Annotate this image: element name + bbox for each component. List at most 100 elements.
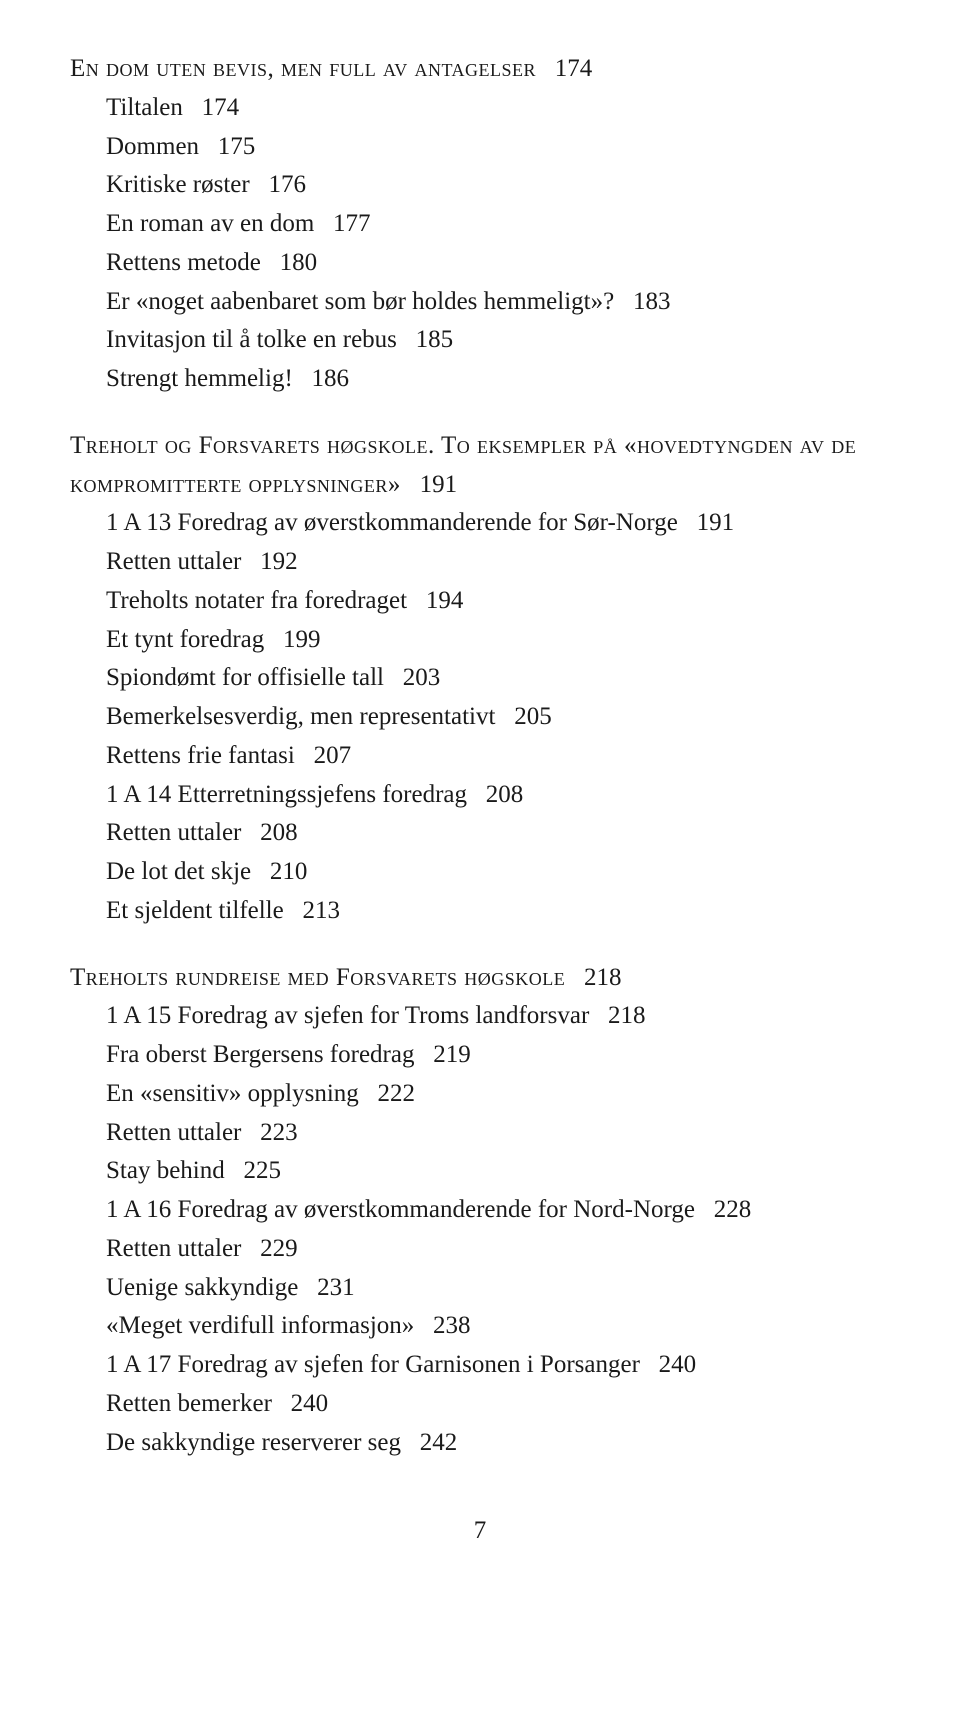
entry-text: Er «noget aabenbaret som bør holdes hemm… [106,288,614,315]
entry-text: Retten uttaler [106,548,241,575]
entry-text: Et sjeldent tilfelle [106,897,284,924]
entry-page: 240 [291,1390,329,1417]
section-heading: En dom uten bevis, men full av antagelse… [70,50,890,89]
entry-page: 240 [659,1351,697,1378]
entry-text: Retten bemerker [106,1390,272,1417]
toc-entry: En «sensitiv» opplysning 222 [106,1075,890,1114]
toc-entry: 1 A 14 Etterretningssjefens foredrag 208 [106,776,890,815]
toc-entry: De sakkyndige reserverer seg 242 [106,1424,890,1463]
entry-page: 191 [697,509,735,536]
entry-text: 1 A 16 Foredrag av øverstkommanderende f… [106,1196,695,1223]
toc-entry: Invitasjon til å tolke en rebus 185 [106,321,890,360]
entry-page: 176 [268,171,306,198]
entry-page: 174 [202,94,240,121]
entry-page: 194 [426,587,464,614]
entry-text: Retten uttaler [106,1235,241,1262]
entry-page: 205 [514,703,552,730]
toc-entry: En roman av en dom 177 [106,205,890,244]
entry-text: Retten uttaler [106,819,241,846]
entry-text: Uenige sakkyndige [106,1274,298,1301]
entry-text: Fra oberst Bergersens foredrag [106,1041,414,1068]
entry-page: 242 [420,1429,458,1456]
toc-entry: Retten bemerker 240 [106,1385,890,1424]
entry-text: Strengt hemmelig! [106,365,293,392]
entry-page: 228 [714,1196,752,1223]
entry-text: Bemerkelsesverdig, men representativt [106,703,495,730]
entry-page: 175 [218,133,256,160]
toc-entry: Et tynt foredrag 199 [106,621,890,660]
entry-text: «Meget verdifull informasjon» [106,1312,414,1339]
heading-page: 191 [420,471,458,498]
page-number: 7 [70,1512,890,1551]
entry-text: 1 A 13 Foredrag av øverstkommanderende f… [106,509,678,536]
entry-page: 186 [312,365,350,392]
toc-entry: Rettens metode 180 [106,244,890,283]
toc-entry: Retten uttaler 229 [106,1230,890,1269]
entry-text: 1 A 17 Foredrag av sjefen for Garnisonen… [106,1351,640,1378]
toc-entry: Et sjeldent tilfelle 213 [106,892,890,931]
toc-entry: «Meget verdifull informasjon» 238 [106,1307,890,1346]
toc-entry: Stay behind 225 [106,1152,890,1191]
toc-section: Treholt og Forsvarets høgskole. To eksem… [70,427,890,931]
toc-entry: Uenige sakkyndige 231 [106,1269,890,1308]
toc-entry: Spiondømt for offisielle tall 203 [106,659,890,698]
toc-entry: 1 A 15 Foredrag av sjefen for Troms land… [106,997,890,1036]
toc-entry: Er «noget aabenbaret som bør holdes hemm… [106,283,890,322]
entry-text: En «sensitiv» opplysning [106,1080,359,1107]
toc-entry: Retten uttaler 208 [106,814,890,853]
entry-page: 229 [260,1235,298,1262]
entry-text: Spiondømt for offisielle tall [106,664,384,691]
entry-page: 222 [378,1080,416,1107]
toc-entry: Kritiske røster 176 [106,166,890,205]
toc-entry: De lot det skje 210 [106,853,890,892]
section-heading: Treholts rundreise med Forsvarets høgsko… [70,959,890,998]
entry-page: 208 [260,819,298,846]
entry-page: 231 [317,1274,355,1301]
toc-entry: Fra oberst Bergersens foredrag 219 [106,1036,890,1075]
entry-text: De lot det skje [106,858,251,885]
entry-text: De sakkyndige reserverer seg [106,1429,401,1456]
entry-text: Invitasjon til å tolke en rebus [106,326,397,353]
entry-page: 207 [314,742,352,769]
toc-entry: Rettens frie fantasi 207 [106,737,890,776]
toc-entry: 1 A 17 Foredrag av sjefen for Garnisonen… [106,1346,890,1385]
toc-entry: Strengt hemmelig! 186 [106,360,890,399]
toc-entry: Retten uttaler 223 [106,1114,890,1153]
heading-text: Treholts rundreise med Forsvarets høgsko… [70,964,565,991]
toc-entry: 1 A 16 Foredrag av øverstkommanderende f… [106,1191,890,1230]
entry-text: Rettens metode [106,249,261,276]
entry-text: Rettens frie fantasi [106,742,295,769]
heading-text: En dom uten bevis, men full av antagelse… [70,55,536,82]
entry-text: Retten uttaler [106,1119,241,1146]
entry-page: 225 [244,1157,282,1184]
toc-entry: Dommen 175 [106,128,890,167]
entry-text: En roman av en dom [106,210,314,237]
entry-page: 192 [260,548,298,575]
entry-text: Et tynt foredrag [106,626,264,653]
entry-page: 213 [302,897,340,924]
toc-entry: Retten uttaler 192 [106,543,890,582]
entry-page: 185 [416,326,454,353]
toc-entry: 1 A 13 Foredrag av øverstkommanderende f… [106,504,890,543]
toc-entry: Tiltalen 174 [106,89,890,128]
entry-text: Kritiske røster [106,171,250,198]
toc-entry: Treholts notater fra foredraget 194 [106,582,890,621]
toc-section: Treholts rundreise med Forsvarets høgsko… [70,959,890,1463]
entry-page: 199 [283,626,321,653]
entry-page: 218 [608,1002,646,1029]
entry-page: 177 [333,210,371,237]
heading-page: 218 [584,964,622,991]
section-heading: Treholt og Forsvarets høgskole. To eksem… [70,427,890,505]
entry-text: 1 A 15 Foredrag av sjefen for Troms land… [106,1002,589,1029]
entry-page: 238 [433,1312,471,1339]
entry-page: 180 [280,249,318,276]
entry-page: 219 [433,1041,471,1068]
entry-text: Stay behind [106,1157,225,1184]
entry-page: 208 [486,781,524,808]
toc-section: En dom uten bevis, men full av antagelse… [70,50,890,399]
entry-page: 203 [403,664,441,691]
entry-text: 1 A 14 Etterretningssjefens foredrag [106,781,467,808]
heading-text: Treholt og Forsvarets høgskole. To eksem… [70,432,856,498]
entry-text: Tiltalen [106,94,183,121]
toc-entry: Bemerkelsesverdig, men representativt 20… [106,698,890,737]
